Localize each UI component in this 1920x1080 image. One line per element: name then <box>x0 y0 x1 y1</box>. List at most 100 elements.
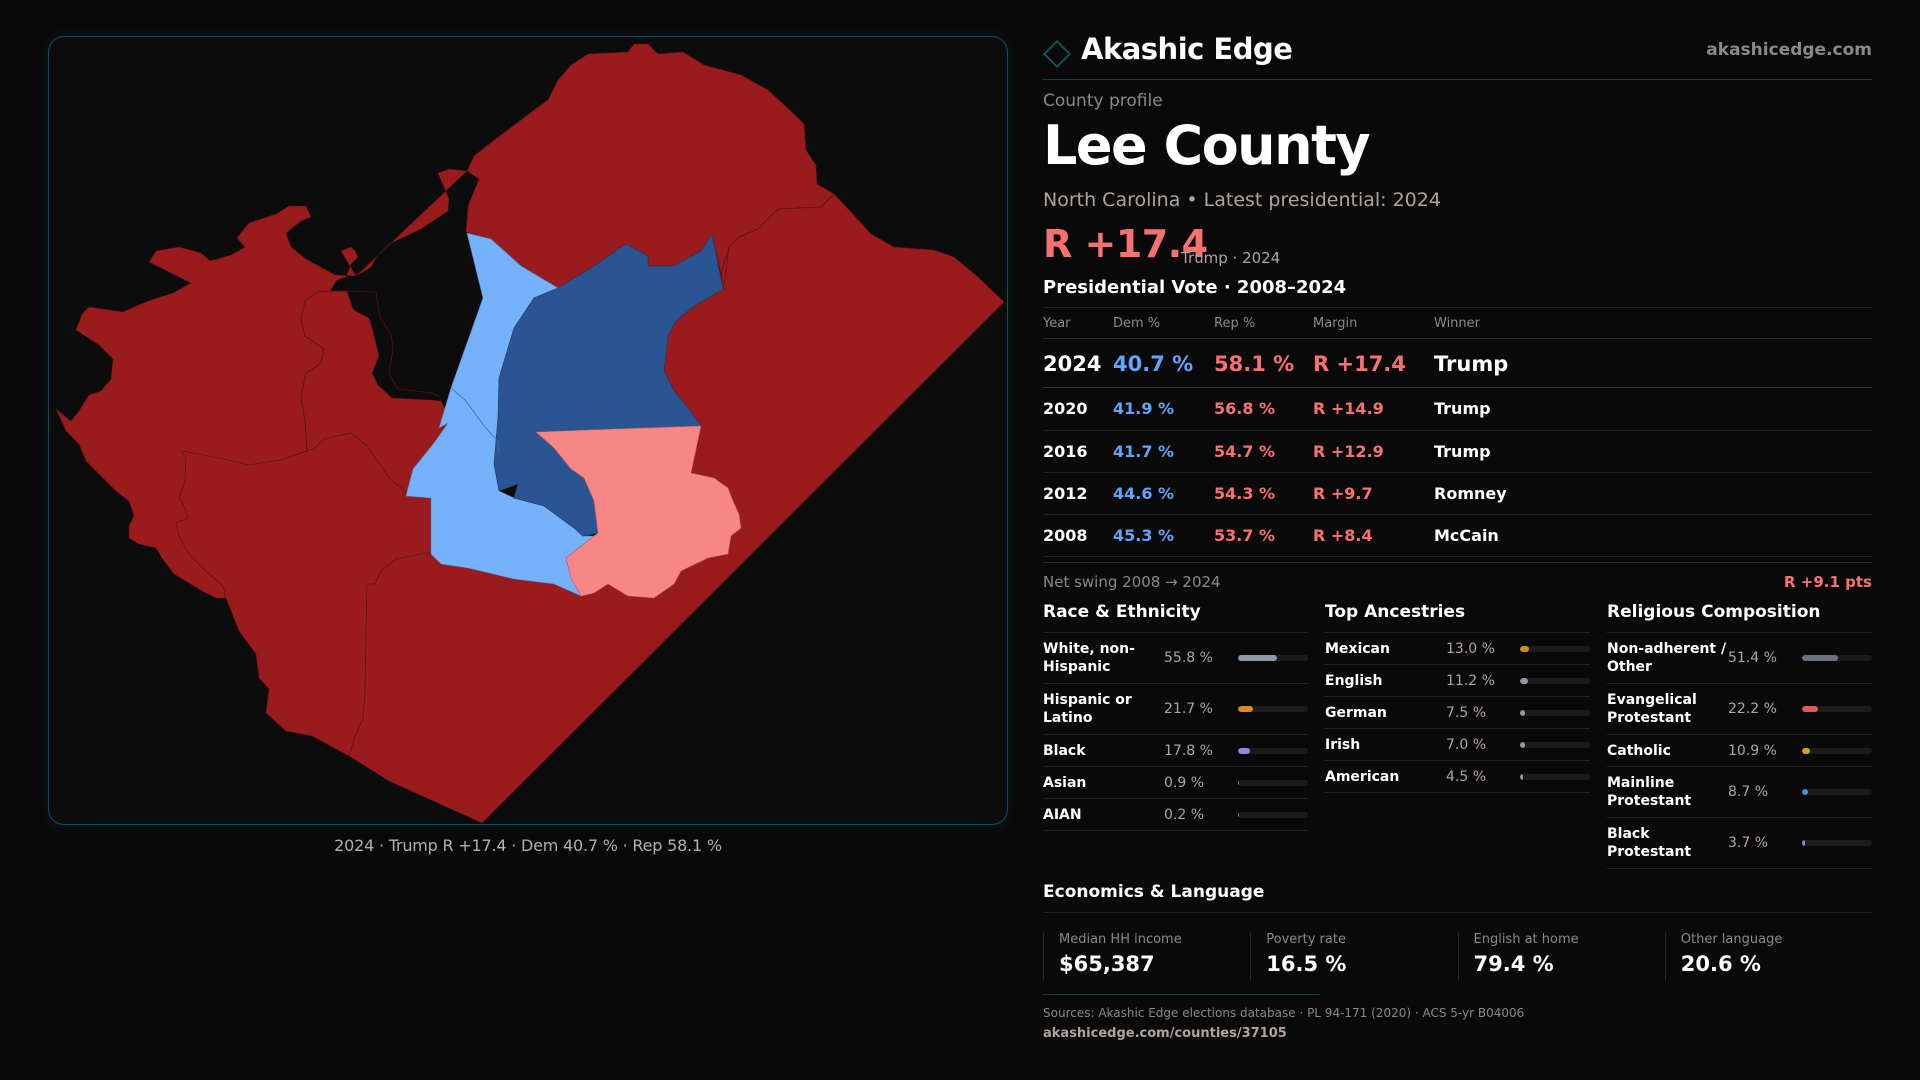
item-value: 55.8 % <box>1164 650 1213 666</box>
religious-composition-section: Religious Composition Non-adherent / Oth… <box>1607 600 1872 869</box>
ancestry-section-title: Top Ancestries <box>1325 600 1590 633</box>
headline-margin: R +17.4 <box>1043 222 1208 266</box>
share-bar <box>1802 840 1872 846</box>
item-label: Mexican <box>1325 640 1390 657</box>
cell-margin: R +17.4 <box>1313 352 1406 376</box>
share-bar <box>1238 655 1308 661</box>
table-row: 2016 41.7 % 54.7 % R +12.9 Trump <box>1043 430 1872 472</box>
stat-label: English at home <box>1473 932 1579 947</box>
map-caption: 2024 · Trump R +17.4 · Dem 40.7 % · Rep … <box>334 836 722 855</box>
precinct-west[interactable] <box>55 168 468 599</box>
stat-card-english-at-home: English at home 79.4 % <box>1457 932 1665 981</box>
share-bar <box>1520 677 1590 684</box>
page-eyebrow: County profile <box>1043 91 1163 111</box>
list-item: Irish 7.0 % <box>1325 729 1590 761</box>
sources-note: Sources: Akashic Edge elections database… <box>1043 1006 1525 1020</box>
col-header-rep: Rep % <box>1214 316 1256 331</box>
cell-rep: 54.7 % <box>1214 442 1276 461</box>
cell-margin: R +9.7 <box>1313 484 1373 503</box>
share-bar-fill <box>1238 706 1254 712</box>
precinct-map <box>55 43 1005 824</box>
cell-year: 2016 <box>1043 442 1088 461</box>
cell-dem: 41.9 % <box>1113 399 1175 418</box>
cell-margin: R +14.9 <box>1313 399 1384 418</box>
item-value: 0.2 % <box>1164 806 1205 823</box>
precinct-boundary <box>329 290 440 397</box>
list-item: Catholic 10.9 % <box>1607 735 1872 767</box>
list-item: White, non-Hispanic 55.8 % <box>1043 633 1308 684</box>
item-value: 3.7 % <box>1728 835 1769 851</box>
net-swing-label: Net swing 2008 → 2024 <box>1043 573 1221 591</box>
item-value: 7.5 % <box>1446 704 1487 721</box>
item-value: 13.0 % <box>1446 640 1495 657</box>
precinct-east[interactable] <box>722 193 835 290</box>
stat-card-poverty-rate: Poverty rate 16.5 % <box>1250 932 1457 981</box>
share-bar-fill <box>1520 709 1526 716</box>
share-bar-fill <box>1520 645 1530 652</box>
share-bar <box>1802 789 1872 795</box>
item-value: 11.2 % <box>1446 672 1495 689</box>
top-ancestries-section: Top Ancestries Mexican 13.0 % English 11… <box>1325 600 1590 793</box>
item-value: 10.9 % <box>1728 742 1777 759</box>
table-row: 2012 44.6 % 54.3 % R +9.7 Romney <box>1043 472 1872 514</box>
stat-value: 20.6 % <box>1680 952 1761 976</box>
stat-label: Median HH income <box>1059 932 1182 947</box>
item-label: White, non-Hispanic <box>1043 641 1135 675</box>
page-url-link[interactable]: akashicedge.com/counties/37105 <box>1043 1026 1287 1041</box>
brand-url-link[interactable]: akashicedge.com <box>1706 40 1872 60</box>
cell-winner: Trump <box>1434 399 1491 418</box>
race-section-title: Race & Ethnicity <box>1043 600 1308 633</box>
brand-name[interactable]: Akashic Edge <box>1081 32 1293 66</box>
net-swing-row: Net swing 2008 → 2024 R +9.1 pts <box>1043 562 1872 592</box>
share-bar-fill <box>1802 840 1805 846</box>
list-item: Non-adherent / Other 51.4 % <box>1607 633 1872 684</box>
table-row: 2024 40.7 % 58.1 % R +17.4 Trump <box>1043 338 1872 388</box>
map-panel <box>48 36 1008 825</box>
stat-card-other-language: Other language 20.6 % <box>1664 932 1872 981</box>
item-value: 22.2 % <box>1728 701 1777 717</box>
economics-section-title: Economics & Language <box>1043 882 1265 902</box>
share-bar <box>1802 655 1872 661</box>
item-value: 51.4 % <box>1728 650 1777 666</box>
col-header-dem: Dem % <box>1113 316 1161 331</box>
diamond-logo-icon <box>1042 39 1072 69</box>
table-bottom-rule <box>1043 556 1872 557</box>
item-label: Catholic <box>1607 742 1671 759</box>
presidential-vote-table: Year Dem % Rep % Margin Winner 2024 40.7… <box>1043 307 1872 557</box>
item-value: 21.7 % <box>1164 701 1213 717</box>
county-profile-panel: Akashic Edge akashicedge.com County prof… <box>1042 0 1872 1080</box>
cell-dem: 40.7 % <box>1113 352 1194 376</box>
cell-winner: McCain <box>1434 526 1499 545</box>
cell-winner: Romney <box>1434 484 1507 503</box>
headline-note: Trump · 2024 <box>1181 249 1281 267</box>
share-bar <box>1802 706 1872 712</box>
race-ethnicity-section: Race & Ethnicity White, non-Hispanic 55.… <box>1043 600 1308 831</box>
cell-dem: 44.6 % <box>1113 484 1175 503</box>
item-value: 8.7 % <box>1728 784 1769 800</box>
cell-year: 2020 <box>1043 399 1088 418</box>
item-label: AIAN <box>1043 806 1082 823</box>
list-item: American 4.5 % <box>1325 761 1590 793</box>
religion-section-title: Religious Composition <box>1607 600 1872 633</box>
share-bar <box>1238 706 1308 712</box>
share-bar <box>1238 779 1308 786</box>
footer-divider <box>1043 994 1320 995</box>
col-header-margin: Margin <box>1313 316 1358 331</box>
share-bar-fill <box>1802 706 1818 712</box>
item-value: 4.5 % <box>1446 768 1487 785</box>
share-bar-fill <box>1520 741 1525 748</box>
col-header-winner: Winner <box>1434 316 1481 331</box>
cell-rep: 58.1 % <box>1214 352 1295 376</box>
cell-margin: R +8.4 <box>1313 526 1373 545</box>
cell-rep: 56.8 % <box>1214 399 1276 418</box>
precinct-central-south[interactable] <box>535 425 742 599</box>
net-swing-value: R +9.1 pts <box>1784 573 1872 591</box>
header-divider <box>1043 79 1872 80</box>
list-item: AIAN 0.2 % <box>1043 799 1308 831</box>
item-label: Mainline Protestant <box>1607 775 1692 809</box>
list-item: Black 17.8 % <box>1043 735 1308 767</box>
stat-label: Other language <box>1680 932 1783 947</box>
item-value: 7.0 % <box>1446 736 1487 753</box>
stat-value: 79.4 % <box>1473 952 1554 976</box>
col-header-year: Year <box>1043 316 1071 331</box>
